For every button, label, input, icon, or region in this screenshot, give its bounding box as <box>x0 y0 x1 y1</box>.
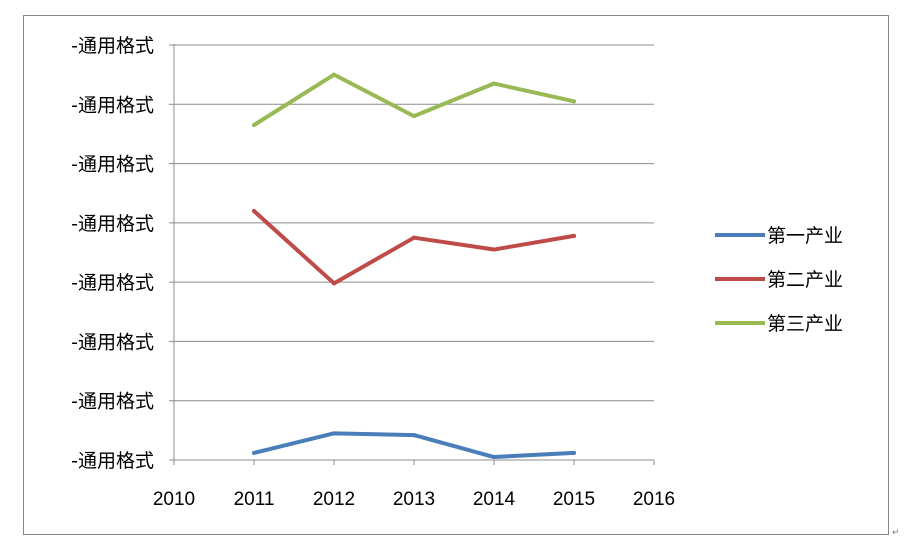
series-lines <box>252 72 576 460</box>
data-point <box>252 450 256 455</box>
data-point <box>252 123 256 128</box>
x-tick-label: 2014 <box>473 489 516 510</box>
return-mark: ↵ <box>892 528 900 538</box>
legend-label: 第二产业 <box>767 269 843 291</box>
data-point <box>572 233 576 238</box>
y-tick-label: -通用格式 <box>71 331 154 353</box>
data-point <box>492 455 496 460</box>
x-tick-labels: 2010 2011 2012 2013 2014 2015 2016 <box>153 489 675 510</box>
data-point <box>492 81 496 86</box>
y-tick-label: -通用格式 <box>71 213 154 235</box>
y-tick-labels: -通用格式 -通用格式 -通用格式 -通用格式 -通用格式 -通用格式 -通用格式 -通用格式 <box>71 35 154 472</box>
x-tick-label: 2016 <box>633 489 675 510</box>
series-line-2 <box>252 209 576 286</box>
y-tick-label: -通用格式 <box>71 94 154 116</box>
x-tick-label: 2015 <box>553 489 595 510</box>
data-point <box>332 431 336 436</box>
x-tick-label: 2011 <box>234 489 275 510</box>
axes <box>169 44 655 465</box>
y-tick-label: -通用格式 <box>71 450 154 472</box>
data-point <box>412 114 416 119</box>
x-tick-label: 2013 <box>393 489 435 510</box>
data-point <box>572 450 576 455</box>
legend-label: 第三产业 <box>767 313 843 335</box>
x-tick-label: 2012 <box>313 489 355 510</box>
x-tick-label: 2010 <box>153 489 195 510</box>
data-point <box>332 72 336 77</box>
data-point <box>252 209 256 213</box>
data-point <box>412 433 416 438</box>
y-tick-label: -通用格式 <box>71 154 154 176</box>
data-point <box>492 247 496 252</box>
legend-label: 第一产业 <box>767 225 843 247</box>
data-point <box>572 99 576 104</box>
y-tick-label: -通用格式 <box>71 391 154 413</box>
data-point <box>412 235 416 240</box>
data-point <box>332 281 336 286</box>
gridlines <box>174 44 654 402</box>
y-tick-label: -通用格式 <box>71 272 154 294</box>
y-tick-label: -通用格式 <box>71 35 154 57</box>
